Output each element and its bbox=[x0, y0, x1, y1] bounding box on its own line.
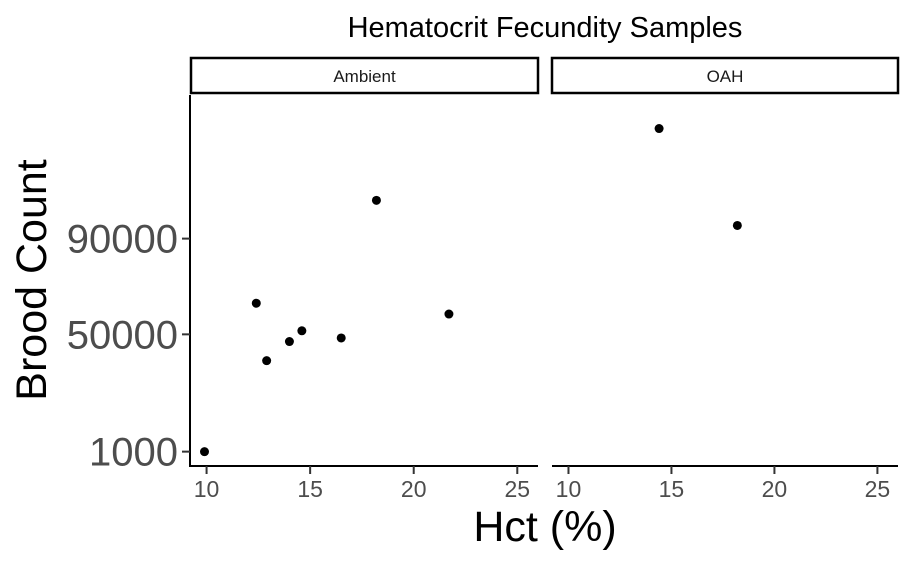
data-point-ambient bbox=[284, 337, 294, 347]
facet-label-ambient: Ambient bbox=[333, 67, 396, 86]
data-point-ambient bbox=[336, 333, 346, 343]
x-tick-label-ambient: 25 bbox=[504, 476, 530, 502]
facet-strip-oah bbox=[550, 56, 900, 95]
facet-label-oah: OAH bbox=[707, 67, 744, 86]
y-tick-label: 50000 bbox=[67, 313, 178, 357]
y-axis-title: Brood Count bbox=[8, 159, 56, 400]
data-point-oah bbox=[732, 220, 742, 230]
x-tick-label-oah: 25 bbox=[865, 476, 891, 502]
data-point-ambient bbox=[200, 447, 209, 457]
y-axis: 1000 50000 90000 bbox=[67, 218, 190, 475]
data-point-ambient bbox=[444, 309, 454, 319]
x-tick-label-oah: 15 bbox=[659, 476, 685, 502]
x-tick-label-oah: 20 bbox=[762, 476, 788, 502]
points-layer bbox=[200, 124, 742, 457]
facet-strip-ambient bbox=[189, 56, 540, 95]
y-tick-label: 90000 bbox=[67, 218, 178, 262]
data-point-ambient bbox=[251, 298, 261, 308]
y-tick-label: 1000 bbox=[89, 431, 178, 475]
x-axis: 10 15 20 25 10 15 20 25 bbox=[194, 466, 890, 502]
chart-title: Hematocrit Fecundity Samples bbox=[348, 12, 743, 44]
x-tick-label-ambient: 10 bbox=[194, 476, 220, 502]
data-point-ambient bbox=[262, 356, 272, 366]
x-axis-title: Hct (%) bbox=[473, 503, 616, 551]
x-tick-label-ambient: 15 bbox=[297, 476, 323, 502]
x-tick-label-ambient: 20 bbox=[401, 476, 427, 502]
data-point-oah bbox=[654, 124, 664, 134]
data-point-ambient bbox=[297, 326, 307, 336]
x-tick-label-oah: 10 bbox=[556, 476, 582, 502]
data-point-ambient bbox=[371, 195, 381, 205]
